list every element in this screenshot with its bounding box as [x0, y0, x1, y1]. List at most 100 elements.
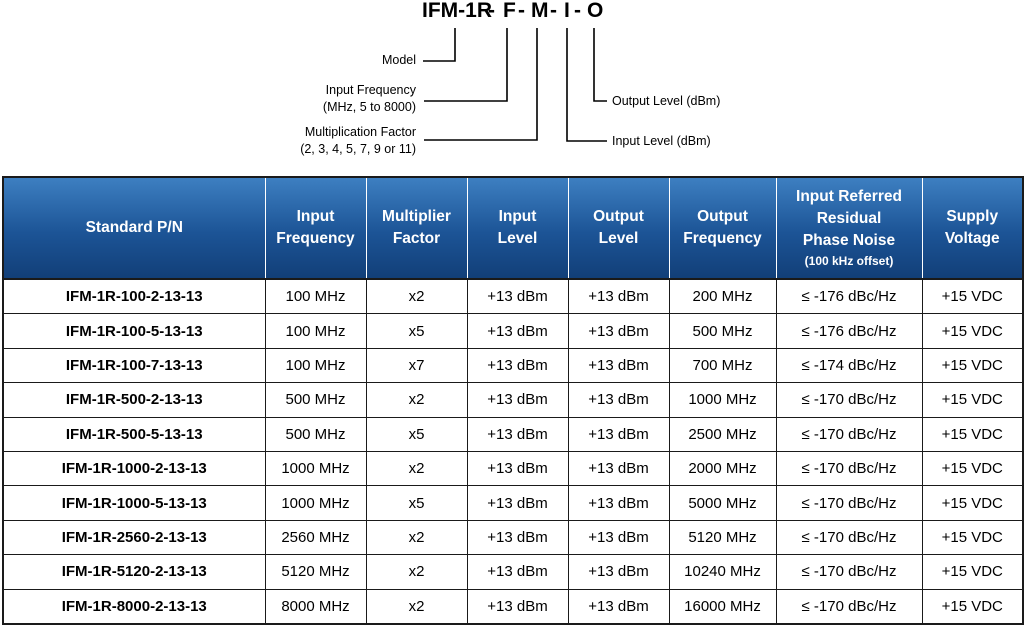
table-header-row: Standard P/N Input Frequency Multiplier Fa… — [2, 176, 1024, 280]
cell-input-frequency: 500 MHz — [264, 416, 367, 452]
label-input-frequency: Input Frequency (MHz, 5 to 8000) — [322, 83, 416, 114]
cell-output-frequency: 5000 MHz — [668, 485, 777, 521]
cell-multiplier: x2 — [365, 450, 468, 487]
cell-phase-noise: ≤ -176 dBc/Hz — [775, 313, 923, 349]
spec-table: Standard P/N Input Frequency Multiplier Fa… — [2, 176, 1024, 625]
cell-output-level: +13 dBm — [567, 313, 670, 349]
pn-separator: - — [488, 0, 495, 22]
cell-phase-noise: ≤ -170 dBc/Hz — [775, 450, 923, 487]
cell-output-frequency: 2000 MHz — [668, 450, 777, 487]
pn-separator: - — [550, 0, 557, 22]
cell-output-frequency: 700 MHz — [668, 347, 777, 384]
cell-supply-voltage: +15 VDC — [921, 347, 1024, 384]
cell-supply-voltage: +15 VDC — [921, 554, 1024, 590]
cell-multiplier: x2 — [365, 519, 468, 556]
pn-code-f: F — [503, 0, 516, 22]
cell-supply-voltage: +15 VDC — [921, 588, 1024, 625]
cell-part-number: IFM-1R-8000-2-13-13 — [2, 588, 266, 625]
header-standard-pn: Standard P/N — [2, 176, 266, 280]
cell-phase-noise: ≤ -170 dBc/Hz — [775, 588, 923, 625]
cell-multiplier: x2 — [365, 382, 468, 418]
table-row: IFM-1R-8000-2-13-13 8000 MHz x2 +13 dBm +13 … — [2, 588, 1024, 625]
cell-multiplier: x5 — [365, 416, 468, 452]
table-row: IFM-1R-2560-2-13-13 2560 MHz x2 +13 dBm +13 … — [2, 519, 1024, 556]
cell-phase-noise: ≤ -170 dBc/Hz — [775, 485, 923, 521]
cell-multiplier: x2 — [365, 554, 468, 590]
cell-input-level: +13 dBm — [466, 313, 569, 349]
pn-code-o: O — [587, 0, 604, 22]
header-input-level: Input Level — [466, 176, 569, 280]
header-input-frequency: Input Frequency — [264, 176, 367, 280]
table-row: IFM-1R-100-7-13-13 100 MHz x7 +13 dBm +13 dB… — [2, 347, 1024, 384]
part-number-diagram: IFM-1R - F - M - I - O Model Input Frequ… — [0, 0, 1024, 175]
header-output-frequency: Output Frequency — [668, 176, 777, 280]
cell-input-frequency: 5120 MHz — [264, 554, 367, 590]
cell-output-frequency: 200 MHz — [668, 278, 777, 315]
cell-supply-voltage: +15 VDC — [921, 485, 1024, 521]
table-row: IFM-1R-1000-5-13-13 1000 MHz x5 +13 dBm +13 … — [2, 485, 1024, 521]
cell-part-number: IFM-1R-500-2-13-13 — [2, 382, 266, 418]
cell-input-level: +13 dBm — [466, 485, 569, 521]
cell-output-level: +13 dBm — [567, 347, 670, 384]
header-output-level: Output Level — [567, 176, 670, 280]
cell-part-number: IFM-1R-500-5-13-13 — [2, 416, 266, 452]
cell-supply-voltage: +15 VDC — [921, 519, 1024, 556]
cell-phase-noise: ≤ -170 dBc/Hz — [775, 519, 923, 556]
cell-supply-voltage: +15 VDC — [921, 313, 1024, 349]
cell-part-number: IFM-1R-1000-5-13-13 — [2, 485, 266, 521]
cell-output-level: +13 dBm — [567, 382, 670, 418]
cell-supply-voltage: +15 VDC — [921, 278, 1024, 315]
cell-output-level: +13 dBm — [567, 485, 670, 521]
cell-multiplier: x5 — [365, 313, 468, 349]
cell-output-level: +13 dBm — [567, 588, 670, 625]
table-row: IFM-1R-5120-2-13-13 5120 MHz x2 +13 dBm +13 … — [2, 554, 1024, 590]
cell-multiplier: x5 — [365, 485, 468, 521]
pn-model-prefix: IFM-1R — [422, 0, 492, 22]
cell-input-frequency: 1000 MHz — [264, 450, 367, 487]
cell-multiplier: x2 — [365, 278, 468, 315]
cell-input-frequency: 100 MHz — [264, 347, 367, 384]
cell-part-number: IFM-1R-100-7-13-13 — [2, 347, 266, 384]
cell-input-level: +13 dBm — [466, 382, 569, 418]
cell-input-frequency: 8000 MHz — [264, 588, 367, 625]
table-row: IFM-1R-100-2-13-13 100 MHz x2 +13 dBm +13 dB… — [2, 278, 1024, 315]
cell-input-level: +13 dBm — [466, 347, 569, 384]
pn-separator: - — [574, 0, 581, 22]
cell-phase-noise: ≤ -170 dBc/Hz — [775, 416, 923, 452]
cell-input-frequency: 100 MHz — [264, 278, 367, 315]
cell-input-level: +13 dBm — [466, 416, 569, 452]
cell-part-number: IFM-1R-100-2-13-13 — [2, 278, 266, 315]
cell-output-frequency: 500 MHz — [668, 313, 777, 349]
cell-input-level: +13 dBm — [466, 519, 569, 556]
pn-code-m: M — [531, 0, 549, 22]
label-model: Model — [381, 53, 416, 67]
cell-phase-noise: ≤ -174 dBc/Hz — [775, 347, 923, 384]
diagram-leader-lines — [423, 28, 607, 142]
cell-output-frequency: 10240 MHz — [668, 554, 777, 590]
cell-output-level: +13 dBm — [567, 450, 670, 487]
cell-output-frequency: 5120 MHz — [668, 519, 777, 556]
cell-input-frequency: 1000 MHz — [264, 485, 367, 521]
cell-input-level: +13 dBm — [466, 588, 569, 625]
header-supply-voltage: Supply Voltage — [921, 176, 1024, 280]
cell-output-frequency: 2500 MHz — [668, 416, 777, 452]
cell-input-level: +13 dBm — [466, 278, 569, 315]
cell-phase-noise: ≤ -170 dBc/Hz — [775, 382, 923, 418]
cell-supply-voltage: +15 VDC — [921, 450, 1024, 487]
cell-output-frequency: 1000 MHz — [668, 382, 777, 418]
cell-input-frequency: 500 MHz — [264, 382, 367, 418]
cell-multiplier: x2 — [365, 588, 468, 625]
label-multiplication-factor: Multiplication Factor (2, 3, 4, 5, 7, 9 … — [300, 125, 416, 156]
cell-part-number: IFM-1R-100-5-13-13 — [2, 313, 266, 349]
cell-part-number: IFM-1R-1000-2-13-13 — [2, 450, 266, 487]
pn-separator: - — [518, 0, 525, 22]
cell-part-number: IFM-1R-2560-2-13-13 — [2, 519, 266, 556]
cell-output-frequency: 16000 MHz — [668, 588, 777, 625]
cell-supply-voltage: +15 VDC — [921, 382, 1024, 418]
cell-phase-noise: ≤ -176 dBc/Hz — [775, 278, 923, 315]
cell-phase-noise: ≤ -170 dBc/Hz — [775, 554, 923, 590]
pn-code-i: I — [564, 0, 570, 22]
table-row: IFM-1R-500-2-13-13 500 MHz x2 +13 dBm +13 dB… — [2, 382, 1024, 418]
cell-supply-voltage: +15 VDC — [921, 416, 1024, 452]
cell-output-level: +13 dBm — [567, 519, 670, 556]
